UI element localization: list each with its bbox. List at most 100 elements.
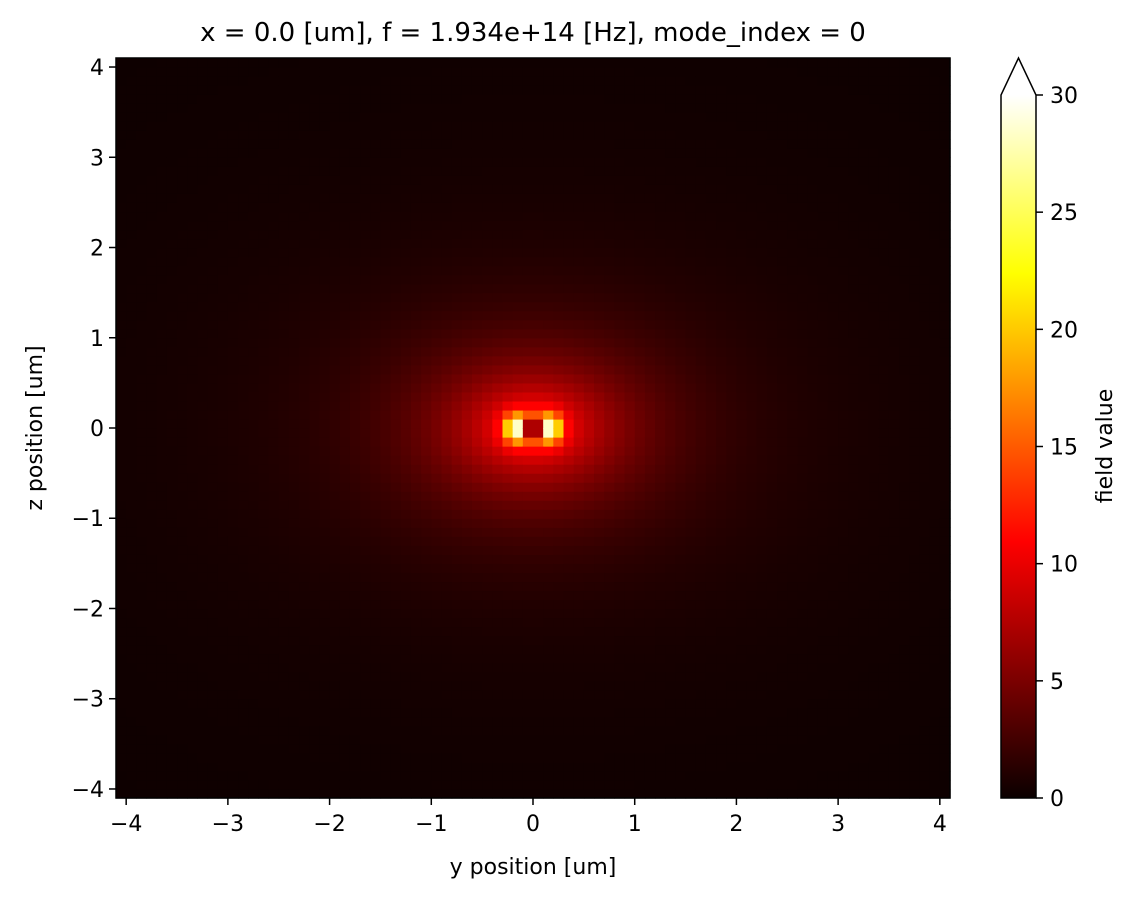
heatmap-cell <box>278 274 290 285</box>
heatmap-cell <box>685 382 697 393</box>
heatmap-cell <box>410 58 422 68</box>
heatmap-cell <box>207 743 219 754</box>
heatmap-cell <box>197 734 209 745</box>
heatmap-cell <box>248 130 259 140</box>
heatmap-cell <box>594 527 605 537</box>
heatmap-cell <box>634 770 646 781</box>
heatmap-cell <box>563 743 575 754</box>
heatmap-cell <box>319 85 331 95</box>
heatmap-cell <box>309 292 321 303</box>
heatmap-cell <box>705 662 717 673</box>
heatmap-cell <box>319 428 331 438</box>
heatmap-cell <box>583 319 595 330</box>
heatmap-cell <box>522 184 534 194</box>
heatmap-cell <box>299 428 310 438</box>
heatmap-cell <box>410 689 422 700</box>
heatmap-cell <box>563 337 575 348</box>
heatmap-cell <box>339 536 351 546</box>
heatmap-cell <box>594 103 605 113</box>
heatmap-cell <box>227 545 239 555</box>
heatmap-cell <box>644 355 656 366</box>
heatmap-cell <box>370 157 382 167</box>
heatmap-cell <box>238 418 249 429</box>
heatmap-cell <box>248 103 259 113</box>
heatmap-cell <box>502 437 514 447</box>
heatmap-cell <box>197 698 209 709</box>
heatmap-cell <box>207 779 219 790</box>
heatmap-cell <box>583 455 595 465</box>
heatmap-cell <box>177 761 188 772</box>
heatmap-cell <box>187 346 198 357</box>
heatmap-cell <box>400 644 412 655</box>
heatmap-cell <box>675 617 687 628</box>
heatmap-cell <box>360 509 371 519</box>
heatmap-cell <box>614 256 626 267</box>
heatmap-cell <box>543 689 554 700</box>
heatmap-cell <box>268 545 280 555</box>
heatmap-cell <box>177 274 188 285</box>
heatmap-cell <box>522 265 534 276</box>
heatmap-cell <box>665 518 676 528</box>
heatmap-cell <box>553 112 565 122</box>
heatmap-cell <box>197 409 209 420</box>
heatmap-cell <box>563 707 575 718</box>
heatmap-cell <box>319 581 331 592</box>
heatmap-cell <box>634 761 646 772</box>
heatmap-cell <box>573 229 585 240</box>
heatmap-cell <box>685 518 697 528</box>
heatmap-cell <box>685 184 697 194</box>
heatmap-cell <box>126 337 137 348</box>
heatmap-cell <box>329 581 341 592</box>
heatmap-cell <box>421 310 432 321</box>
heatmap-cell <box>533 94 544 104</box>
heatmap-cell <box>390 716 402 727</box>
heatmap-cell <box>116 671 127 682</box>
heatmap-cell <box>543 130 554 140</box>
heatmap-cell <box>288 662 300 673</box>
heatmap-cell <box>238 121 249 131</box>
heatmap-cell <box>217 662 229 673</box>
heatmap-cell <box>309 58 321 68</box>
heatmap-cell <box>126 373 137 384</box>
heatmap-cell <box>705 364 717 375</box>
heatmap-cell <box>644 364 656 375</box>
heatmap-cell <box>146 265 158 276</box>
heatmap-cell <box>166 418 178 429</box>
heatmap-cell <box>197 428 209 438</box>
heatmap-cell <box>299 139 310 149</box>
heatmap-cell <box>553 103 565 113</box>
heatmap-cell <box>492 103 504 113</box>
heatmap-cell <box>370 491 382 501</box>
heatmap-cell <box>116 355 127 366</box>
heatmap-cell <box>410 211 422 222</box>
heatmap-cell <box>655 175 666 185</box>
heatmap-cell <box>451 418 463 429</box>
heatmap-cell <box>380 545 392 555</box>
heatmap-cell <box>400 716 412 727</box>
heatmap-cell <box>309 608 321 619</box>
heatmap-cell <box>319 382 331 393</box>
heatmap-cell <box>594 400 605 411</box>
heatmap-cell <box>675 391 687 402</box>
heatmap-cell <box>329 391 341 402</box>
heatmap-cell <box>624 220 636 231</box>
heatmap-cell <box>614 292 626 303</box>
heatmap-cell <box>116 382 127 393</box>
heatmap-cell <box>655 635 666 646</box>
heatmap-cell <box>614 85 626 95</box>
heatmap-cell <box>644 184 656 194</box>
heatmap-cell <box>705 770 717 781</box>
heatmap-cell <box>288 85 300 95</box>
heatmap-cell <box>471 473 483 483</box>
heatmap-cell <box>187 328 198 339</box>
heatmap-cell <box>482 355 493 366</box>
heatmap-cell <box>604 527 615 537</box>
heatmap-cell <box>187 319 198 330</box>
heatmap-cell <box>512 608 524 619</box>
heatmap-cell <box>533 509 544 519</box>
heatmap-cell <box>502 211 514 222</box>
heatmap-cell <box>278 238 290 249</box>
heatmap-cell <box>258 581 270 592</box>
heatmap-cell <box>116 193 127 203</box>
heatmap-cell <box>309 400 321 411</box>
